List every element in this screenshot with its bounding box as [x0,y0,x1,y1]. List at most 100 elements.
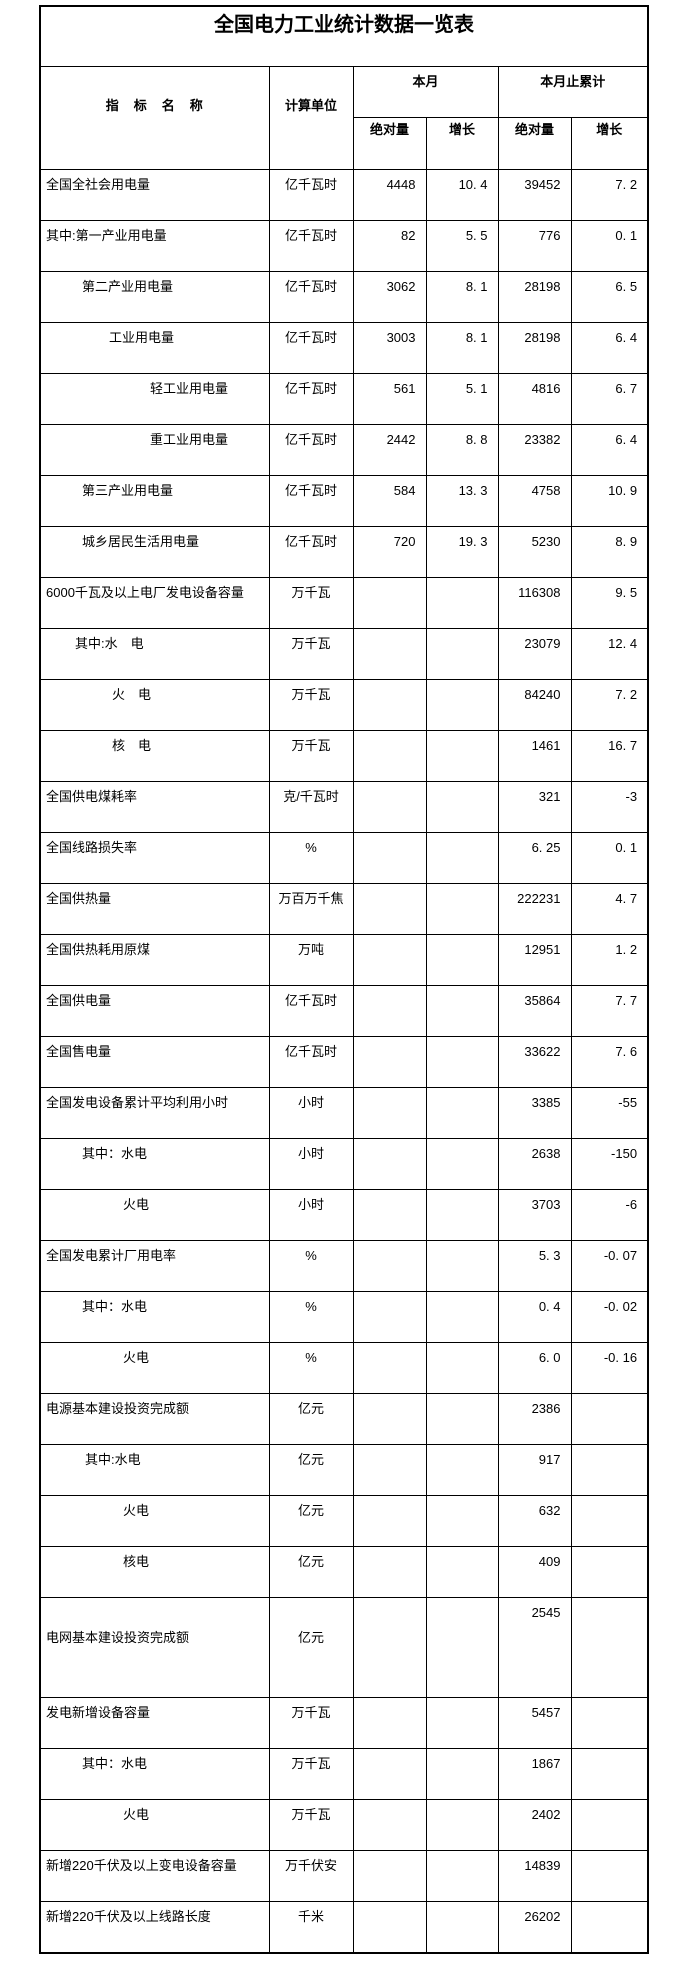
unit-cell: 万千瓦 [268,1697,354,1749]
cumulative-growth-cell: 4. 7 [570,883,649,935]
unit-cell: 亿千瓦时 [268,322,354,374]
column-header-cumulative-absolute: 绝对量 [497,117,572,170]
table-row: 全国供电量 亿千瓦时 35864 7. 7 [39,985,649,1037]
month-growth-cell [425,1850,499,1902]
table-row: 新增220千伏及以上线路长度 千米 26202 [39,1901,649,1953]
cumulative-absolute-cell: 12951 [497,934,572,986]
unit-cell: 万千瓦 [268,1799,354,1851]
table-row: 其中:第一产业用电量 亿千瓦时 82 5. 5 776 0. 1 [39,220,649,272]
cumulative-absolute-cell: 5230 [497,526,572,578]
month-growth-cell [425,1495,499,1547]
month-absolute-cell [352,1597,427,1698]
month-absolute-cell [352,1138,427,1190]
title-row: 全国电力工业统计数据一览表 [39,5,649,67]
unit-cell: 亿元 [268,1444,354,1496]
indicator-cell: 火电 [39,1189,270,1241]
unit-cell: 克/千瓦时 [268,781,354,833]
unit-cell: 万百万千焦 [268,883,354,935]
column-header-month-growth: 增长 [425,117,499,170]
unit-cell: 万千伏安 [268,1850,354,1902]
month-growth-cell: 5. 5 [425,220,499,272]
indicator-cell: 其中：水电 [39,1291,270,1343]
unit-cell: 小时 [268,1189,354,1241]
unit-cell: 万吨 [268,934,354,986]
cumulative-growth-cell: 6. 4 [570,424,649,476]
cumulative-absolute-cell: 222231 [497,883,572,935]
indicator-cell: 城乡居民生活用电量 [39,526,270,578]
table-row: 重工业用电量 亿千瓦时 2442 8. 8 23382 6. 4 [39,424,649,476]
month-absolute-cell [352,1748,427,1800]
month-growth-cell [425,1546,499,1598]
table-row: 城乡居民生活用电量 亿千瓦时 720 19. 3 5230 8. 9 [39,526,649,578]
month-absolute-cell: 4448 [352,169,427,221]
unit-cell: 亿千瓦时 [268,526,354,578]
cumulative-growth-cell: -6 [570,1189,649,1241]
month-absolute-cell [352,985,427,1037]
month-growth-cell [425,883,499,935]
cumulative-growth-cell: 7. 2 [570,169,649,221]
cumulative-growth-cell [570,1393,649,1445]
cumulative-growth-cell: 7. 7 [570,985,649,1037]
table-row: 轻工业用电量 亿千瓦时 561 5. 1 4816 6. 7 [39,373,649,425]
indicator-cell: 第二产业用电量 [39,271,270,323]
table-row: 新增220千伏及以上变电设备容量 万千伏安 14839 [39,1850,649,1902]
cumulative-growth-cell: 12. 4 [570,628,649,680]
month-absolute-cell: 720 [352,526,427,578]
cumulative-growth-cell: 0. 1 [570,832,649,884]
header-row-subcolumns: 绝对量 增长 绝对量 增长 [40,117,649,170]
month-growth-cell [425,1748,499,1800]
month-absolute-cell [352,1189,427,1241]
month-growth-cell [425,781,499,833]
indicator-cell: 核 电 [39,730,270,782]
cumulative-absolute-cell: 776 [497,220,572,272]
table-row: 其中：水电% 0. 4 -0. 02 [39,1291,649,1343]
table-row: 电源基本建设投资完成额 亿元 2386 [39,1393,649,1445]
column-header-cumulative-growth: 增长 [570,117,649,170]
month-absolute-cell [352,1444,427,1496]
table-row: 全国供热量 万百万千焦 222231 4. 7 [39,883,649,935]
month-growth-cell [425,1799,499,1851]
cumulative-absolute-cell: 632 [497,1495,572,1547]
statistics-table: 全国电力工业统计数据一览表 指 标 名 称 计算单位 本月 本月止累计 绝对量 … [39,5,650,1954]
month-growth-cell [425,679,499,731]
cumulative-growth-cell: -0. 02 [570,1291,649,1343]
cumulative-growth-cell: 6. 4 [570,322,649,374]
month-absolute-cell: 584 [352,475,427,527]
table-row: 6000千瓦及以上电厂发电设备容量 万千瓦 116308 9. 5 [39,577,649,629]
cumulative-absolute-cell: 4758 [497,475,572,527]
month-growth-cell [425,1393,499,1445]
table-row: 其中:水 电万千瓦 23079 12. 4 [39,628,649,680]
month-absolute-cell [352,1291,427,1343]
month-growth-cell: 5. 1 [425,373,499,425]
cumulative-absolute-cell: 4816 [497,373,572,425]
cumulative-absolute-cell: 26202 [497,1901,572,1953]
month-absolute-cell [352,883,427,935]
indicator-cell: 全国供电煤耗率 [39,781,270,833]
indicator-cell: 全国供热量 [39,883,270,935]
month-growth-cell [425,628,499,680]
table-row: 第二产业用电量 亿千瓦时 3062 8. 1 28198 6. 5 [39,271,649,323]
indicator-cell: 轻工业用电量 [39,373,270,425]
table-row: 全国售电量 亿千瓦时 33622 7. 6 [39,1036,649,1088]
month-growth-cell [425,1697,499,1749]
indicator-cell: 其中：水电 [39,1748,270,1800]
table-row: 其中：水电 小时 2638 -150 [39,1138,649,1190]
column-header-indicator: 指 标 名 称 [39,66,270,170]
indicator-cell: 火电 [39,1799,270,1851]
indicator-cell: 全国发电累计厂用电率 [39,1240,270,1292]
page-title: 全国电力工业统计数据一览表 [39,5,649,67]
month-growth-cell: 10. 4 [425,169,499,221]
month-growth-cell [425,1189,499,1241]
statistics-report: 全国电力工业统计数据一览表 指 标 名 称 计算单位 本月 本月止累计 绝对量 … [39,5,650,1954]
unit-cell: % [268,1291,354,1343]
month-growth-cell [425,730,499,782]
table-row: 核电 亿元 409 [39,1546,649,1598]
month-absolute-cell [352,1799,427,1851]
month-growth-cell [425,1901,499,1953]
unit-cell: 万千瓦 [268,1748,354,1800]
month-absolute-cell [352,679,427,731]
cumulative-growth-cell: 7. 6 [570,1036,649,1088]
month-growth-cell: 8. 1 [425,271,499,323]
month-absolute-cell: 3003 [352,322,427,374]
cumulative-absolute-cell: 14839 [497,1850,572,1902]
